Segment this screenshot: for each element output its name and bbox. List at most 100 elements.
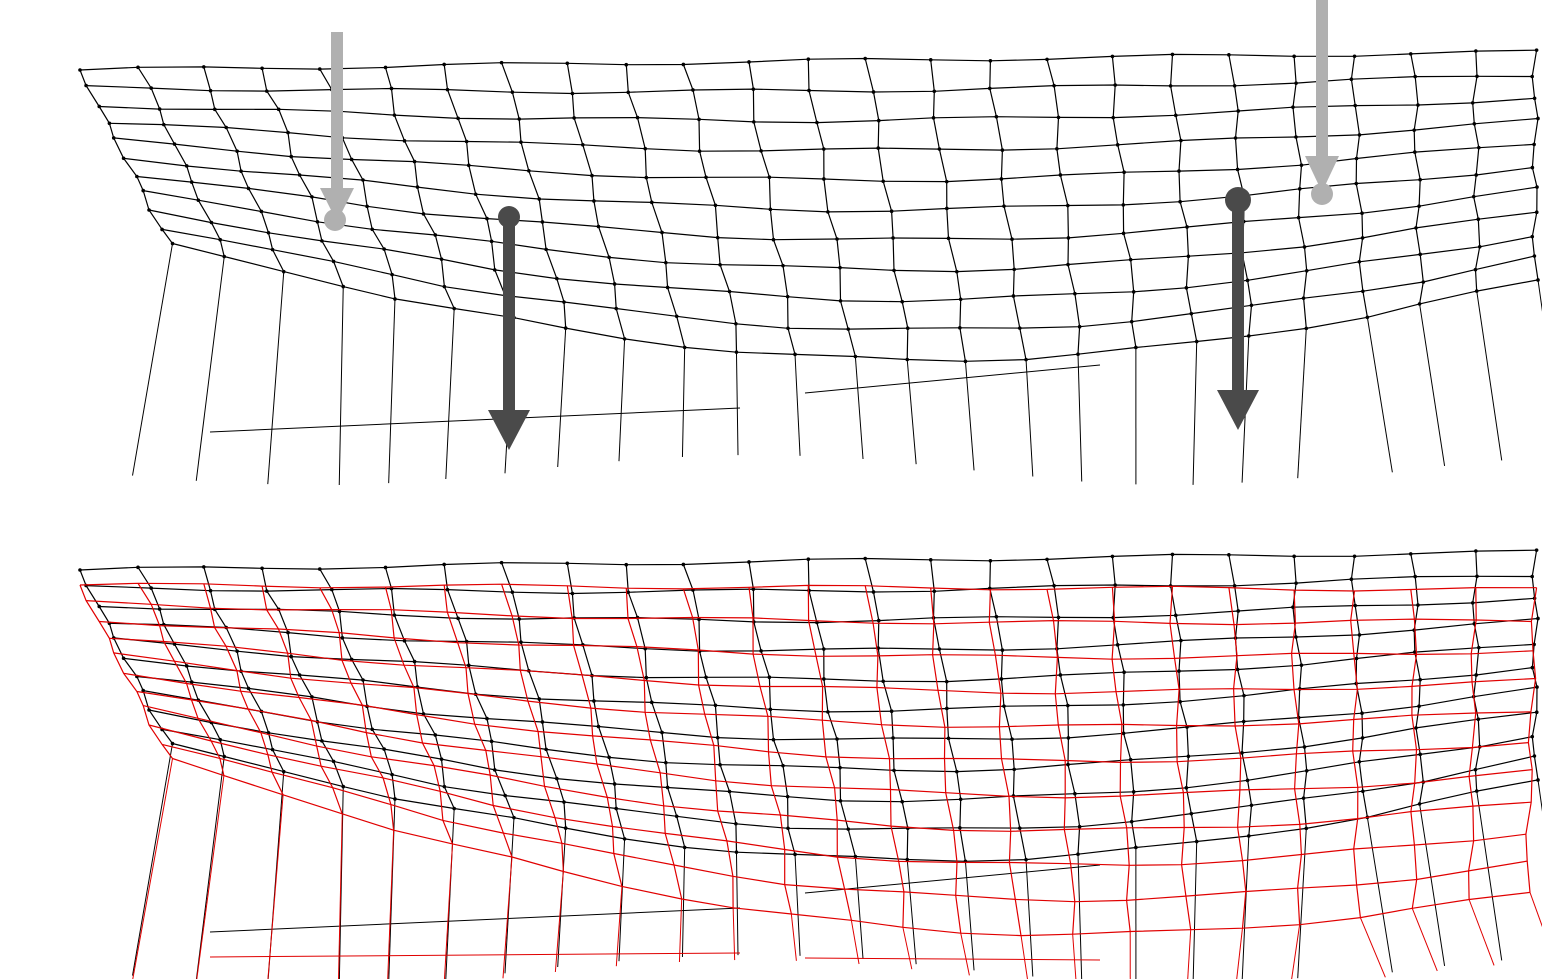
- node: [1352, 554, 1357, 559]
- node: [718, 262, 722, 267]
- node: [1304, 268, 1309, 273]
- node: [1357, 633, 1362, 637]
- node: [1045, 557, 1049, 562]
- node: [1474, 549, 1478, 553]
- node: [393, 297, 397, 301]
- node: [704, 675, 708, 680]
- frame: [566, 585, 623, 887]
- node: [464, 639, 469, 644]
- node: [955, 269, 959, 274]
- support-leg: [794, 354, 801, 456]
- node: [1408, 552, 1413, 556]
- node: [1073, 291, 1077, 296]
- node: [1002, 704, 1006, 708]
- node: [315, 219, 320, 224]
- node: [635, 115, 640, 120]
- frame: [807, 59, 856, 357]
- node: [1189, 311, 1194, 316]
- support-leg: [681, 847, 686, 958]
- support-leg: [1291, 924, 1301, 979]
- node: [715, 235, 720, 240]
- node: [439, 757, 444, 761]
- node: [1024, 357, 1028, 362]
- node: [141, 688, 146, 693]
- node: [1245, 778, 1250, 783]
- node: [1122, 670, 1126, 675]
- node: [838, 265, 842, 270]
- node: [1353, 103, 1357, 108]
- node: [1121, 231, 1126, 236]
- frame: [807, 585, 852, 921]
- node: [876, 146, 881, 150]
- node: [1417, 204, 1421, 208]
- node: [1245, 278, 1250, 283]
- node: [222, 254, 227, 259]
- node: [1536, 116, 1540, 121]
- node: [157, 607, 162, 611]
- node: [955, 769, 959, 774]
- node: [383, 565, 388, 570]
- node: [512, 815, 516, 820]
- node: [412, 159, 417, 164]
- frame: [1111, 56, 1137, 348]
- node: [734, 321, 738, 326]
- node: [806, 57, 811, 61]
- node: [963, 359, 968, 364]
- support-leg: [388, 798, 396, 979]
- node: [1294, 81, 1298, 85]
- node: [1472, 121, 1477, 126]
- support-leg: [1476, 790, 1503, 961]
- support-leg: [132, 243, 174, 476]
- support-leg: [735, 352, 739, 456]
- node: [937, 147, 942, 151]
- node: [1111, 115, 1116, 120]
- node: [900, 299, 905, 304]
- node: [1189, 811, 1194, 816]
- node: [863, 56, 867, 61]
- support-leg: [132, 743, 174, 976]
- node: [201, 565, 206, 569]
- node: [281, 269, 286, 274]
- node: [464, 139, 469, 144]
- node: [1360, 711, 1364, 716]
- node: [1352, 54, 1357, 59]
- node: [111, 136, 116, 140]
- node: [1000, 148, 1005, 152]
- node: [876, 118, 881, 123]
- node: [931, 116, 936, 120]
- node: [590, 173, 594, 178]
- frame: [1410, 589, 1418, 909]
- node: [489, 739, 494, 744]
- node: [718, 762, 722, 767]
- node: [1357, 259, 1362, 264]
- node: [1179, 638, 1183, 643]
- node: [727, 289, 732, 294]
- node: [421, 712, 426, 716]
- node: [1194, 839, 1199, 844]
- node: [958, 797, 963, 802]
- floor-line: [804, 864, 1101, 894]
- node: [1121, 203, 1126, 207]
- node: [473, 192, 478, 197]
- node: [1416, 103, 1420, 107]
- node: [121, 656, 126, 661]
- node: [1168, 84, 1173, 88]
- frame: [748, 587, 792, 915]
- dark-arrow-shaft: [503, 217, 515, 412]
- node: [1178, 699, 1182, 704]
- node: [1129, 819, 1134, 824]
- node: [1178, 199, 1182, 204]
- node: [1357, 133, 1362, 137]
- node: [697, 117, 701, 122]
- node: [264, 589, 269, 593]
- node: [786, 326, 790, 331]
- node: [1170, 52, 1175, 57]
- node: [1058, 673, 1063, 677]
- node: [297, 173, 302, 177]
- light-arrow-head: [1305, 156, 1339, 192]
- node: [871, 90, 876, 94]
- node: [489, 239, 494, 244]
- node: [1052, 83, 1056, 88]
- waterline: [143, 690, 1537, 773]
- node: [1418, 752, 1423, 757]
